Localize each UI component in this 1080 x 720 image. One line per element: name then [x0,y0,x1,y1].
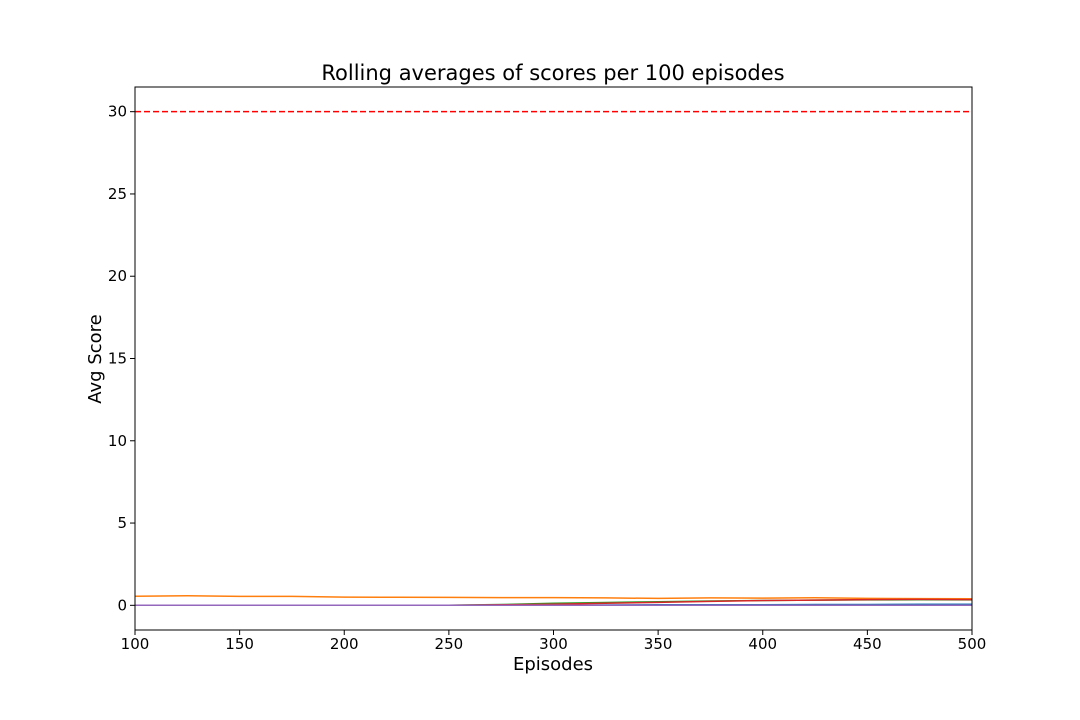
x-tick-label: 500 [958,635,987,653]
x-axis-title: Episodes [513,654,593,675]
x-tick-label: 300 [539,635,568,653]
y-tick-label: 5 [117,514,127,532]
y-tick-label: 15 [108,350,127,368]
y-tick-label: 0 [117,596,127,614]
y-tick-label: 20 [108,267,127,285]
x-tick-label: 450 [853,635,882,653]
x-tick-label: 250 [435,635,464,653]
y-tick-label: 30 [108,103,127,121]
x-tick-label: 400 [748,635,777,653]
y-tick-label: 25 [108,185,127,203]
plot-area: 100 150 200 250 300 350 400 450 500 0 5 10 15 20 25 30 [108,86,987,653]
y-tick-label: 10 [108,432,127,450]
x-tick-label: 100 [121,635,150,653]
y-axis-title: Avg Score [85,314,106,403]
x-tick-label: 200 [330,635,359,653]
series-line-2 [134,595,973,600]
x-tick-label: 350 [644,635,673,653]
plot-frame [134,86,973,631]
x-tick-label: 150 [225,635,254,653]
chart-title: Rolling averages of scores per 100 episo… [321,61,784,85]
